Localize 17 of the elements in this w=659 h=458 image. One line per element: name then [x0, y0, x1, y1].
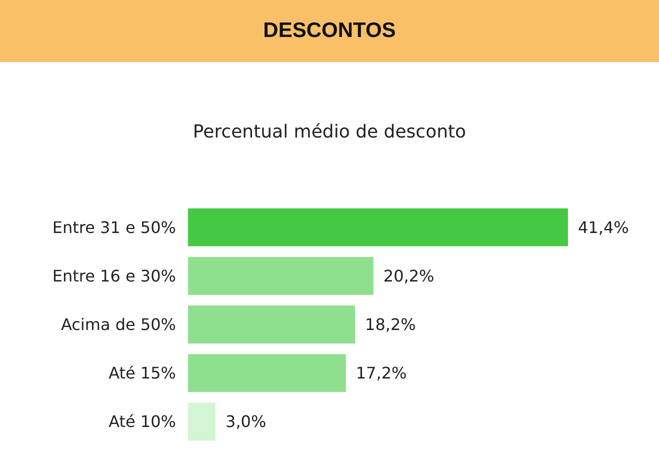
bar: [188, 402, 216, 441]
data-label: 20,2%: [383, 266, 434, 286]
bar: [188, 256, 374, 295]
y-tick-label: Acima de 50%: [60, 315, 176, 334]
bar: [188, 354, 346, 392]
data-label: 18,2%: [365, 315, 416, 334]
data-label: 3,0%: [226, 412, 266, 432]
y-tick-label: Entre 16 e 30%: [52, 266, 176, 286]
bar: [188, 208, 568, 246]
data-label: 17,2%: [356, 364, 407, 383]
data-label: 41,4%: [578, 218, 629, 237]
y-tick-label: Até 10%: [108, 412, 176, 432]
y-tick-label: Até 15%: [108, 364, 176, 383]
chart-subtitle: Percentual médio de desconto: [192, 122, 466, 142]
chart-title: DESCONTOS: [263, 19, 396, 43]
bar: [188, 306, 356, 344]
y-tick-label: Entre 31 e 50%: [52, 218, 176, 237]
